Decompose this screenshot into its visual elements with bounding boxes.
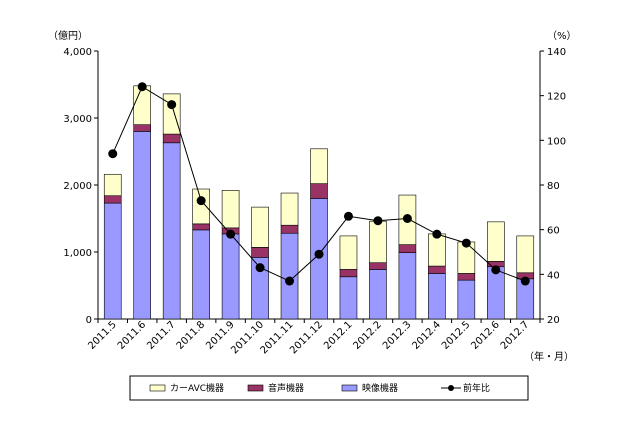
bar-car-2011.8 — [192, 188, 210, 225]
bar-video-2012.1 — [339, 276, 358, 320]
right-axis-unit: （%） — [547, 30, 577, 42]
bar-audio-2011.6 — [133, 124, 151, 132]
bar-video-2011.7 — [162, 142, 181, 320]
point-yoy-2011.12 — [314, 249, 324, 259]
x-tick-label: 2012.2 — [352, 319, 385, 352]
bar-video-2011.6 — [133, 131, 151, 320]
bar-car-2012.2 — [369, 220, 387, 264]
x-tick-label: 2012.1 — [322, 319, 355, 352]
point-yoy-2012.7 — [520, 276, 530, 286]
bar-video-2012.2 — [369, 269, 387, 320]
right-tick-label: 100 — [547, 136, 566, 147]
bar-audio-2012.5 — [457, 273, 476, 281]
bar-car-2011.7 — [162, 93, 181, 135]
right-tick-label: 40 — [547, 270, 560, 281]
x-tick-label: 2011.6 — [116, 319, 149, 352]
bar-car-2011.12 — [310, 148, 328, 184]
point-yoy-2012.2 — [373, 216, 383, 226]
left-tick-label: 3,000 — [63, 114, 92, 125]
bar-car-2012.1 — [339, 235, 358, 270]
bar-audio-2011.12 — [310, 183, 328, 199]
bar-car-2012.6 — [486, 221, 505, 262]
bar-video-2012.5 — [457, 279, 476, 320]
bar-audio-2011.7 — [162, 133, 181, 144]
right-tick-label: 140 — [547, 47, 566, 58]
bar-audio-2012.4 — [428, 265, 446, 274]
legend-label-car: カーAVC機器 — [170, 382, 224, 394]
right-tick-label: 80 — [547, 181, 560, 192]
x-tick-label: 2011.7 — [145, 319, 178, 352]
bar-audio-2012.3 — [398, 244, 417, 253]
bar-video-2012.3 — [398, 252, 417, 320]
bar-video-2011.9 — [221, 233, 240, 320]
point-yoy-2011.10 — [255, 263, 265, 273]
point-yoy-2012.3 — [402, 214, 412, 223]
point-yoy-2011.9 — [226, 229, 236, 239]
bar-audio-2011.8 — [192, 223, 210, 231]
point-yoy-2012.5 — [461, 238, 471, 248]
bar-audio-2011.10 — [251, 247, 269, 258]
point-yoy-2011.7 — [167, 100, 177, 110]
point-yoy-2012.6 — [491, 265, 501, 275]
right-tick-label: 60 — [547, 226, 560, 237]
bar-car-2011.6 — [133, 85, 151, 125]
x-tick-label: 2012.6 — [469, 319, 502, 352]
bar-video-2011.5 — [103, 202, 122, 320]
legend-swatch-car — [149, 384, 166, 392]
point-yoy-2011.5 — [108, 149, 118, 159]
point-yoy-2011.11 — [285, 276, 295, 286]
bar-audio-2012.2 — [369, 262, 387, 270]
point-yoy-2012.1 — [343, 211, 353, 221]
x-tick-label: 2012.4 — [410, 319, 443, 352]
point-yoy-2011.6 — [137, 82, 147, 92]
x-tick-label: 2012.7 — [499, 319, 532, 352]
left-axis-unit: （億円） — [48, 29, 88, 42]
left-tick-label: 0 — [86, 315, 92, 326]
bar-car-2012.7 — [516, 235, 535, 274]
bar-car-2011.10 — [251, 206, 269, 248]
bar-video-2011.8 — [192, 229, 210, 320]
plot-area: 0 1,000 2,000 3,000 4,000 20 40 60 80 100 120 140 20… — [63, 47, 566, 356]
x-tick-label: 2011.8 — [175, 319, 208, 352]
bar-car-2011.5 — [103, 173, 122, 197]
legend-label-yoy: 前年比 — [463, 382, 490, 394]
legend-marker-yoy — [448, 385, 454, 391]
point-yoy-2011.8 — [196, 196, 206, 206]
left-tick-label: 4,000 — [63, 47, 92, 58]
bar-car-2011.11 — [280, 192, 299, 226]
bar-video-2012.6 — [486, 266, 505, 320]
x-tick-label: 2012.3 — [381, 319, 414, 352]
point-yoy-2012.4 — [432, 229, 442, 239]
x-tick-label: 2012.5 — [440, 319, 473, 352]
right-tick-label: 20 — [547, 315, 560, 326]
legend-label-audio: 音声機器 — [268, 382, 304, 394]
legend-swatch-audio — [247, 384, 264, 392]
bar-video-2012.4 — [428, 273, 446, 320]
x-axis-unit: （年・月） — [524, 350, 574, 363]
legend: カーAVC機器 音声機器 映像機器 前年比 — [129, 375, 529, 401]
x-tick-label: 2011.12 — [288, 319, 325, 356]
right-tick-label: 120 — [547, 92, 566, 103]
bar-audio-2012.1 — [339, 269, 358, 278]
legend-label-video: 映像機器 — [362, 382, 398, 394]
legend-swatch-video — [341, 384, 358, 392]
bar-audio-2011.5 — [103, 195, 122, 204]
bar-car-2012.4 — [428, 233, 446, 267]
bar-car-2011.9 — [221, 190, 240, 229]
legend-box — [129, 375, 529, 401]
left-tick-label: 2,000 — [63, 181, 92, 192]
bar-audio-2011.11 — [280, 224, 299, 234]
left-tick-label: 1,000 — [63, 248, 92, 259]
